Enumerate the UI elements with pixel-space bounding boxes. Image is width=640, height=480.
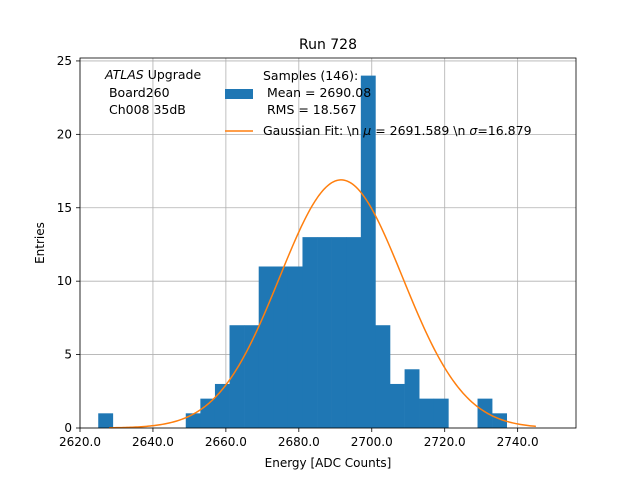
histogram-bar bbox=[346, 237, 362, 428]
histogram-bar bbox=[419, 398, 435, 428]
histogram-bars bbox=[98, 75, 508, 428]
histogram-bar bbox=[258, 266, 274, 428]
legend-fit-mid: = 2691.589 \n bbox=[371, 123, 469, 138]
histogram-bar bbox=[433, 398, 449, 428]
annotation-board: Board260 bbox=[105, 85, 170, 100]
y-tick-label: 10 bbox=[57, 274, 72, 288]
y-tick-label: 5 bbox=[64, 348, 72, 362]
histogram-bar bbox=[200, 398, 216, 428]
histogram-bar bbox=[477, 398, 493, 428]
y-axis-ticks: 0 5 10 15 20 25 bbox=[57, 54, 80, 435]
axes-frame bbox=[79, 57, 577, 429]
histogram-bar bbox=[360, 75, 376, 428]
annotation-atlas: ATLAS bbox=[104, 67, 144, 82]
svg-text:ATLAS Upgrade: ATLAS Upgrade bbox=[104, 67, 201, 82]
histogram-bar bbox=[317, 237, 332, 428]
histogram-bar bbox=[404, 369, 420, 428]
x-tick-label: 2620.0 bbox=[59, 435, 101, 449]
x-tick-label: 2680.0 bbox=[278, 435, 320, 449]
legend-histogram-swatch bbox=[225, 89, 253, 99]
histogram-bar bbox=[229, 325, 245, 428]
legend-fit-label: Gaussian Fit: \n μ = 2691.589 \n σ=16.87… bbox=[263, 123, 532, 138]
chart-title: Run 728 bbox=[299, 37, 357, 53]
histogram-bar bbox=[331, 237, 347, 428]
x-tick-label: 2720.0 bbox=[424, 435, 466, 449]
x-tick-label: 2660.0 bbox=[205, 435, 247, 449]
legend: Samples (146): Mean = 2690.08 RMS = 18.5… bbox=[225, 68, 532, 138]
histogram-bar bbox=[185, 413, 201, 428]
x-tick-label: 2700.0 bbox=[351, 435, 393, 449]
legend-fit-pre: Gaussian Fit: \n bbox=[263, 123, 363, 138]
x-axis-label: Energy [ADC Counts] bbox=[265, 456, 392, 470]
histogram-bar bbox=[375, 325, 391, 428]
y-tick-label: 25 bbox=[57, 54, 72, 68]
legend-samples-line-2: Mean = 2690.08 bbox=[263, 85, 371, 100]
y-tick-label: 20 bbox=[57, 127, 72, 141]
legend-fit-sigma: σ bbox=[469, 123, 478, 138]
x-axis-ticks: 2620.0 2640.0 2660.0 2680.0 2700.0 2720.0 2740… bbox=[59, 428, 539, 449]
atlas-annotation: ATLAS Upgrade Board260 Ch008 35dB bbox=[104, 67, 201, 117]
annotation-channel: Ch008 35dB bbox=[105, 102, 186, 117]
histogram-bar bbox=[98, 413, 114, 428]
y-tick-label: 0 bbox=[64, 421, 72, 435]
histogram-bar bbox=[244, 325, 260, 428]
histogram-bar bbox=[302, 237, 318, 428]
x-tick-label: 2640.0 bbox=[132, 435, 174, 449]
histogram-bar bbox=[390, 383, 405, 428]
histogram-bar bbox=[287, 266, 303, 428]
legend-fit-mu: μ bbox=[362, 123, 371, 138]
x-tick-label: 2740.0 bbox=[497, 435, 539, 449]
annotation-upgrade: Upgrade bbox=[144, 67, 202, 82]
legend-fit-post: =16.879 bbox=[477, 123, 531, 138]
legend-samples-line-1: Samples (146): bbox=[263, 68, 358, 83]
legend-samples-line-3: RMS = 18.567 bbox=[263, 102, 357, 117]
histogram-bar bbox=[273, 266, 289, 428]
y-axis-label: Entries bbox=[33, 222, 47, 264]
y-tick-label: 15 bbox=[57, 201, 72, 215]
histogram-bar bbox=[214, 383, 230, 428]
gaussian-fit-curve bbox=[109, 179, 536, 429]
